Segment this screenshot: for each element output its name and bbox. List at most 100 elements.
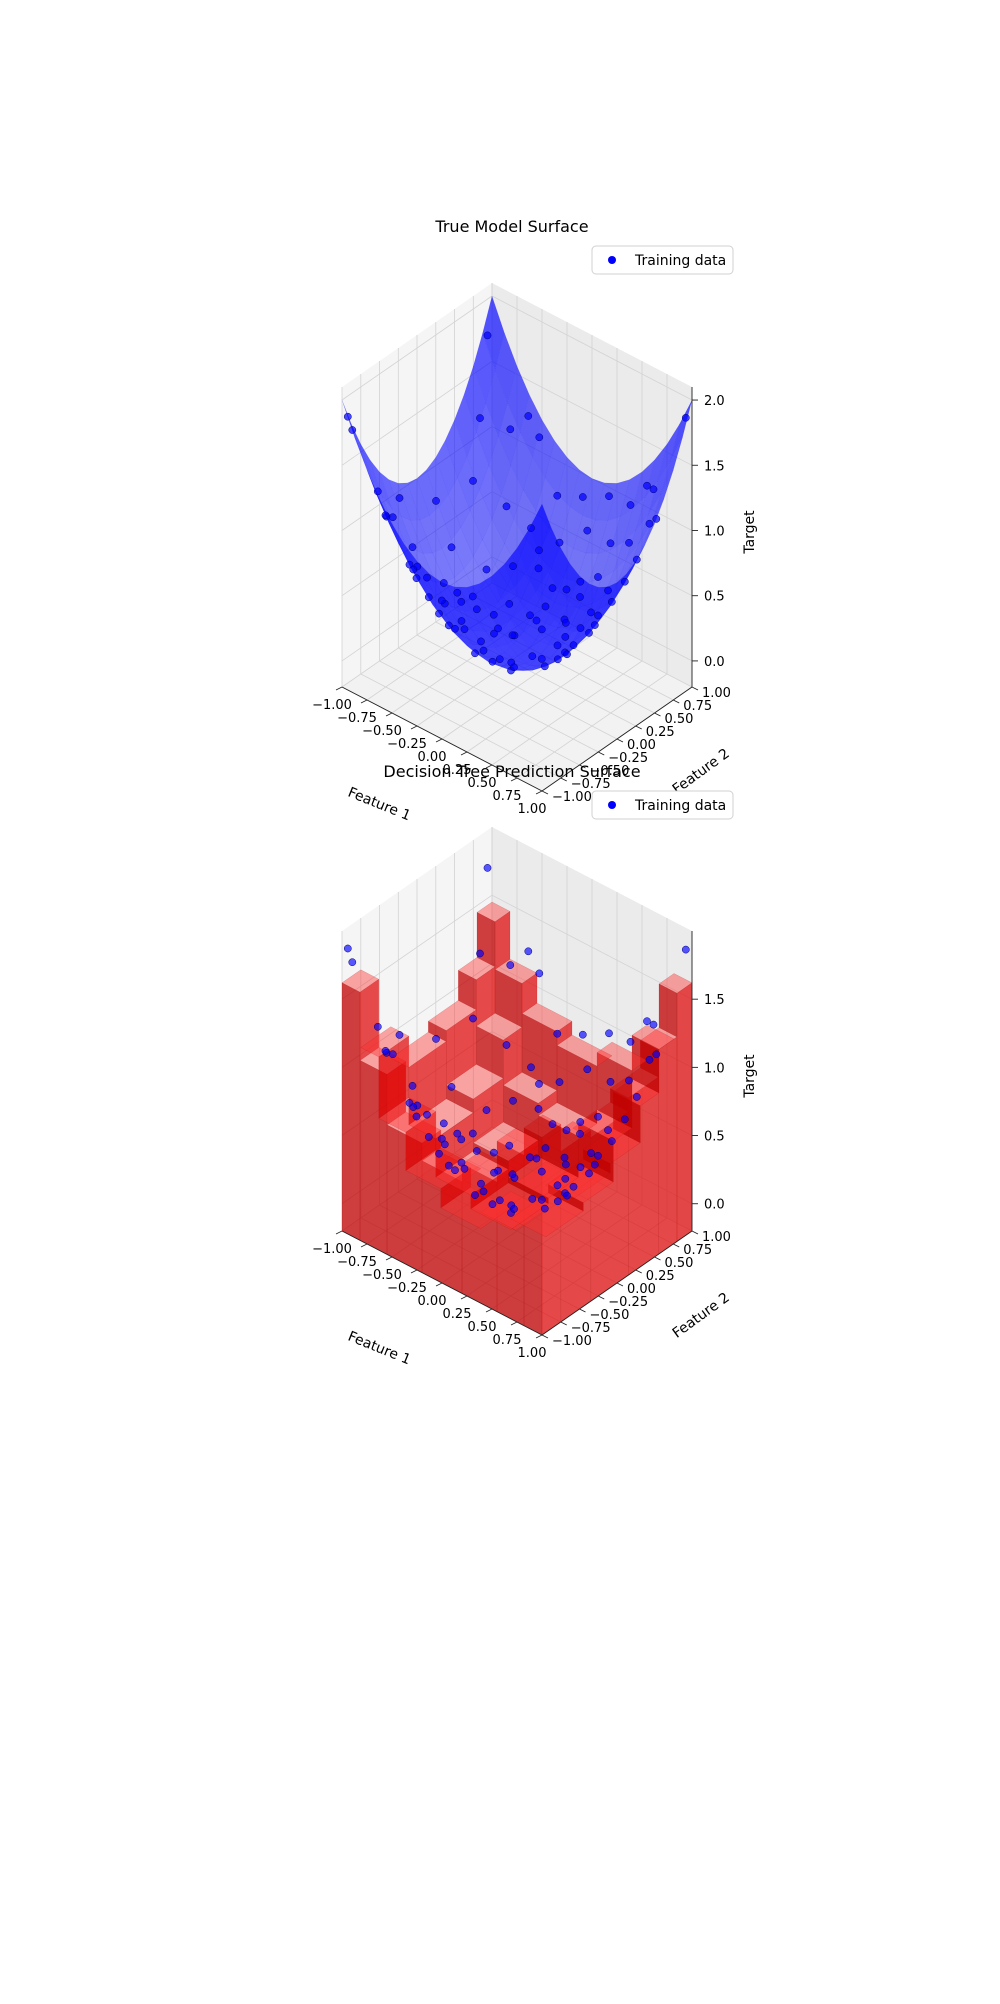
surface-patch xyxy=(476,580,499,615)
scatter-point xyxy=(412,1112,421,1121)
scatter-point xyxy=(494,624,502,633)
x-tick xyxy=(435,738,443,743)
scatter-point xyxy=(506,425,515,434)
y-tick-label: 0.00 xyxy=(627,738,656,753)
scatter-point xyxy=(576,624,585,632)
surface-patch xyxy=(457,633,480,655)
x-tick-label: −0.75 xyxy=(337,711,377,726)
scatter-point xyxy=(510,1205,518,1213)
scatter-point xyxy=(348,958,357,967)
y-tick xyxy=(541,790,549,795)
scatter-point xyxy=(606,539,615,548)
scatter-point xyxy=(576,1163,585,1172)
scatter-point xyxy=(460,1164,469,1173)
scatter-point xyxy=(412,574,421,583)
x-tick xyxy=(460,751,468,756)
surface-patch xyxy=(631,1024,675,1050)
scatter-point xyxy=(451,624,459,633)
scatter-point xyxy=(506,961,515,969)
x-tick xyxy=(385,712,393,717)
surface-patch xyxy=(631,1034,660,1094)
scatter-point xyxy=(681,945,690,954)
grid-line xyxy=(435,322,636,727)
surface-patch xyxy=(359,978,379,1061)
scatter-point xyxy=(444,621,453,630)
scatter-point xyxy=(437,596,446,605)
scatter-point xyxy=(343,412,352,421)
x-tick xyxy=(385,1256,393,1261)
surface-patch xyxy=(482,639,505,657)
surface-patch xyxy=(501,618,524,645)
x-tick-label: 0.50 xyxy=(468,776,497,791)
surface-patch xyxy=(513,663,537,671)
scatter-point xyxy=(561,1160,570,1169)
z-tick-label: 0.5 xyxy=(704,1130,725,1145)
surface-patch xyxy=(463,640,486,658)
scatter-point xyxy=(471,649,479,658)
scatter-point xyxy=(585,629,593,637)
y-tick xyxy=(654,712,661,717)
scatter-point xyxy=(532,616,541,625)
scatter-point xyxy=(460,625,469,634)
x-axis-label: Feature 1 xyxy=(346,785,413,825)
scatter-point xyxy=(535,1080,543,1088)
scatter-point xyxy=(605,1029,613,1038)
y-tick-label: −1.00 xyxy=(552,1334,592,1349)
scatter-point xyxy=(424,1133,433,1141)
scatter-point xyxy=(509,562,517,571)
y-tick-label: 0.75 xyxy=(683,1243,712,1258)
scatter-point xyxy=(645,519,654,528)
legend-marker xyxy=(608,801,616,809)
scatter-point xyxy=(620,577,629,586)
x-tick xyxy=(460,1295,468,1300)
scatter-point xyxy=(561,633,570,641)
scatter-point xyxy=(535,546,543,555)
scatter-point xyxy=(490,629,498,638)
scatter-point xyxy=(524,412,533,420)
x-tick xyxy=(485,1308,493,1313)
scatter-point xyxy=(583,526,592,535)
scatter-point xyxy=(555,1078,564,1086)
scatter-point xyxy=(451,1166,459,1175)
scatter-point xyxy=(432,1035,440,1043)
scatter-point xyxy=(561,619,570,627)
z-tick-label: 0.5 xyxy=(704,590,725,605)
scatter-point xyxy=(469,477,477,485)
scatter-point xyxy=(583,1065,592,1074)
scatter-point xyxy=(540,1204,549,1213)
scatter-point xyxy=(408,1081,417,1090)
x-axis-label: Feature 1 xyxy=(346,1329,413,1369)
scatter-point xyxy=(444,1161,453,1170)
scatter-point xyxy=(527,524,535,532)
surface-patch xyxy=(519,580,543,615)
y-tick xyxy=(541,1334,549,1339)
scatter-point xyxy=(632,555,641,564)
scatter-points xyxy=(343,331,690,675)
scatter-point xyxy=(457,1135,466,1144)
scatter-point xyxy=(553,641,562,650)
subplot-decision-tree: Decision Tree Prediction Surface −1.00−0… xyxy=(312,762,758,1368)
scatter-point xyxy=(468,592,477,601)
scatter-point xyxy=(643,481,651,490)
x-tick xyxy=(360,699,368,704)
scatter-point xyxy=(645,1055,654,1064)
scatter-point xyxy=(505,600,514,608)
x-tick-label: −0.50 xyxy=(362,1268,402,1283)
scatter-point xyxy=(423,573,431,582)
x-tick-label: −0.25 xyxy=(387,1281,427,1296)
scatter-point xyxy=(439,579,448,587)
surface-patch xyxy=(341,969,380,993)
scatter-point xyxy=(479,1187,488,1196)
scatter-point xyxy=(502,502,511,511)
scatter-point xyxy=(561,1174,570,1183)
scatter-point xyxy=(604,586,612,595)
axis-ticks: −1.00−0.75−0.50−0.250.000.250.500.751.00… xyxy=(312,931,731,1361)
y-tick xyxy=(579,1308,586,1313)
surface-patch xyxy=(341,982,361,1241)
y-axis-label: Feature 2 xyxy=(670,1290,733,1342)
z-tick-label: 2.0 xyxy=(704,394,725,409)
surface-patch xyxy=(494,911,511,970)
x-tick-label: −1.00 xyxy=(312,1242,352,1257)
scatter-point xyxy=(649,1020,658,1029)
